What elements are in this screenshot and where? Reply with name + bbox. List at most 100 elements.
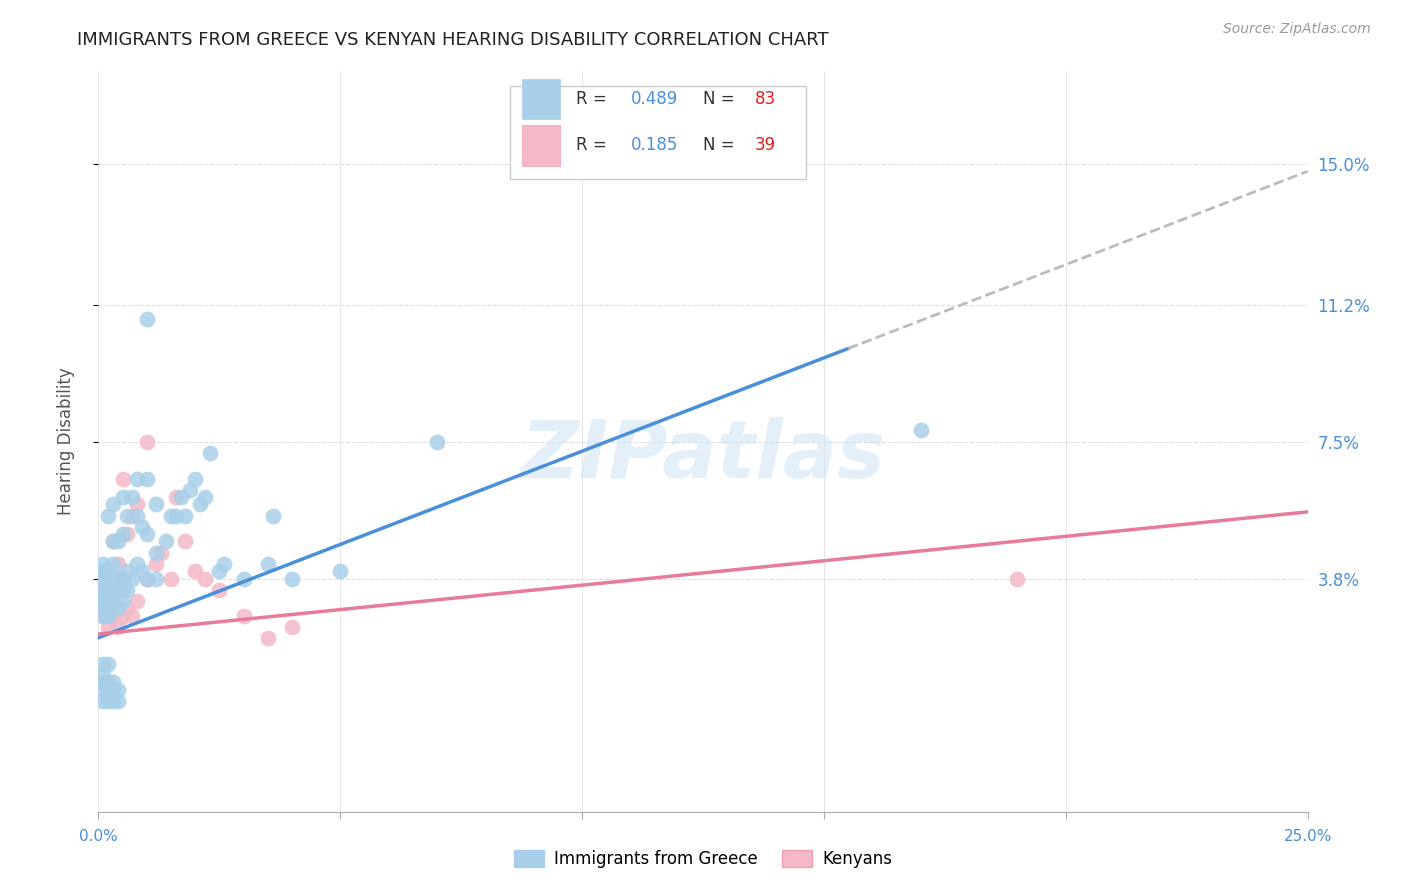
Point <box>107 682 129 697</box>
Text: R =: R = <box>576 90 612 108</box>
Point <box>155 534 177 549</box>
Point <box>184 471 207 485</box>
Point <box>101 582 124 597</box>
Point <box>117 601 139 615</box>
Point <box>91 682 114 697</box>
Point <box>165 508 187 523</box>
Point <box>135 312 157 326</box>
Point <box>198 445 221 459</box>
Point <box>91 582 114 597</box>
Point <box>91 667 114 681</box>
Text: 0.185: 0.185 <box>630 136 678 154</box>
Point <box>135 572 157 586</box>
Point <box>117 582 139 597</box>
Point <box>91 608 114 623</box>
Point <box>111 582 134 597</box>
Point <box>101 572 124 586</box>
Point <box>127 593 149 607</box>
Point <box>256 557 278 571</box>
Point <box>426 434 449 449</box>
Point <box>256 631 278 645</box>
Point <box>145 572 167 586</box>
Point <box>910 424 932 438</box>
Point <box>121 508 143 523</box>
Point <box>91 601 114 615</box>
Point <box>91 657 114 671</box>
Point <box>232 572 254 586</box>
Point <box>281 619 304 633</box>
Point <box>111 572 134 586</box>
Text: 0.0%: 0.0% <box>79 830 118 845</box>
Point <box>97 582 120 597</box>
Point <box>101 582 124 597</box>
Point <box>101 593 124 607</box>
Point <box>145 546 167 560</box>
Text: 39: 39 <box>755 136 776 154</box>
Point <box>135 572 157 586</box>
Point <box>97 682 120 697</box>
Point <box>91 557 114 571</box>
Point <box>91 694 114 708</box>
Point <box>179 483 201 497</box>
Point <box>194 490 217 504</box>
Point <box>111 572 134 586</box>
Point <box>121 490 143 504</box>
FancyBboxPatch shape <box>522 78 561 120</box>
Point <box>97 572 120 586</box>
Point <box>107 534 129 549</box>
Point <box>101 694 124 708</box>
Point <box>174 508 197 523</box>
Point <box>101 682 124 697</box>
Point <box>107 601 129 615</box>
Point <box>111 471 134 485</box>
Point <box>91 590 114 604</box>
Point <box>127 471 149 485</box>
Point <box>184 564 207 578</box>
Text: 83: 83 <box>755 90 776 108</box>
Point <box>97 601 120 615</box>
Text: 0.489: 0.489 <box>630 90 678 108</box>
Point <box>91 601 114 615</box>
Point <box>160 572 183 586</box>
Point <box>107 694 129 708</box>
Point <box>107 557 129 571</box>
Point <box>174 534 197 549</box>
Point <box>194 572 217 586</box>
Point <box>91 572 114 586</box>
Point <box>1007 572 1029 586</box>
Point <box>208 582 231 597</box>
Point <box>97 593 120 607</box>
Point <box>169 490 191 504</box>
Point <box>145 498 167 512</box>
Point <box>135 434 157 449</box>
Text: IMMIGRANTS FROM GREECE VS KENYAN HEARING DISABILITY CORRELATION CHART: IMMIGRANTS FROM GREECE VS KENYAN HEARING… <box>77 31 830 49</box>
FancyBboxPatch shape <box>509 87 806 178</box>
Point <box>127 508 149 523</box>
Point <box>329 564 352 578</box>
Point <box>91 564 114 578</box>
Text: Source: ZipAtlas.com: Source: ZipAtlas.com <box>1223 22 1371 37</box>
Point <box>91 675 114 690</box>
Point <box>135 527 157 541</box>
Point <box>117 564 139 578</box>
Point <box>97 694 120 708</box>
Point <box>121 572 143 586</box>
Legend: Immigrants from Greece, Kenyans: Immigrants from Greece, Kenyans <box>508 843 898 875</box>
Point <box>97 593 120 607</box>
Point <box>262 508 284 523</box>
FancyBboxPatch shape <box>522 125 561 166</box>
Point <box>107 619 129 633</box>
Point <box>101 534 124 549</box>
Point <box>131 564 153 578</box>
Point <box>91 593 114 607</box>
Point <box>111 527 134 541</box>
Point <box>107 572 129 586</box>
Point <box>131 519 153 533</box>
Point <box>111 490 134 504</box>
Point <box>145 557 167 571</box>
Point <box>101 557 124 571</box>
Point <box>101 675 124 690</box>
Text: N =: N = <box>703 136 740 154</box>
Point <box>188 498 211 512</box>
Point <box>165 490 187 504</box>
